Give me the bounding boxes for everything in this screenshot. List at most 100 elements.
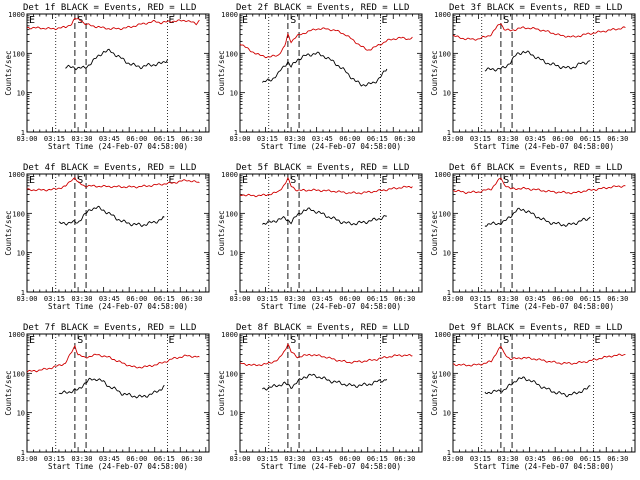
- y-tick-label: 10: [443, 410, 451, 418]
- events-series-line: [65, 48, 168, 71]
- marker-label: S: [503, 15, 509, 26]
- plot-frame: [452, 13, 636, 133]
- marker-label: S: [290, 15, 296, 26]
- marker-label: E: [594, 15, 600, 26]
- y-tick-label: 100: [225, 370, 238, 378]
- x-tick-label: 03:15: [44, 455, 65, 463]
- y-tick-label: 1: [234, 129, 238, 137]
- y-tick-label: 1: [234, 449, 238, 457]
- marker-label: E: [168, 15, 174, 26]
- plot-frame: [452, 333, 636, 453]
- x-tick-label: 03:00: [442, 135, 463, 143]
- x-tick-label: 06:30: [607, 455, 628, 463]
- marker-label: S: [503, 175, 509, 186]
- marker-label: E: [29, 15, 35, 26]
- marker-label: E: [455, 335, 461, 346]
- x-tick-label: 06:30: [607, 135, 628, 143]
- x-tick-label: 03:00: [229, 135, 250, 143]
- y-tick-label: 1: [447, 289, 451, 297]
- marker-label: E: [455, 15, 461, 26]
- y-axis-label: Counts/sec: [217, 50, 226, 95]
- x-tick-label: 03:00: [442, 455, 463, 463]
- y-tick-label: 1000: [8, 11, 25, 19]
- events-series-line: [484, 376, 591, 398]
- lld-series-line: [239, 343, 413, 367]
- x-axis-label: Start Time (24-Feb-07 04:58:00): [48, 302, 188, 311]
- panel-9: Det 9f BLACK = Events, RED = LLD 1 10 100 10…: [430, 323, 636, 471]
- x-tick-label: 06:30: [181, 295, 202, 303]
- x-axis-label: Start Time (24-Feb-07 04:58:00): [261, 142, 401, 151]
- x-tick-label: 06:15: [580, 455, 601, 463]
- x-tick-label: 06:30: [181, 135, 202, 143]
- y-tick-label: 1: [447, 129, 451, 137]
- lld-series-line: [452, 177, 626, 195]
- y-tick-label: 10: [17, 90, 25, 98]
- x-axis-label: Start Time (24-Feb-07 04:58:00): [48, 462, 188, 471]
- panel-title: Det 1f BLACK = Events, RED = LLD: [23, 3, 196, 13]
- y-tick-label: 10: [17, 250, 25, 258]
- panel-title: Det 3f BLACK = Events, RED = LLD: [449, 3, 622, 13]
- y-tick-label: 100: [225, 210, 238, 218]
- marker-label: E: [455, 175, 461, 186]
- plot-frame: [239, 333, 423, 453]
- x-tick-label: 03:30: [71, 455, 92, 463]
- x-axis-label: Start Time (24-Feb-07 04:58:00): [261, 302, 401, 311]
- y-tick-label: 1000: [221, 11, 238, 19]
- x-tick-label: 03:00: [229, 455, 250, 463]
- y-axis-label: Counts/sec: [217, 370, 226, 415]
- panel-6: Det 6f BLACK = Events, RED = LLD 1 10 100 10…: [430, 163, 636, 311]
- x-tick-label: 03:30: [497, 295, 518, 303]
- panel-title: Det 4f BLACK = Events, RED = LLD: [23, 163, 196, 173]
- events-series-line: [484, 50, 591, 72]
- y-axis-label: Counts/sec: [4, 50, 13, 95]
- x-tick-label: 03:45: [312, 295, 333, 303]
- marker-label: E: [594, 335, 600, 346]
- x-tick-label: 03:00: [16, 455, 37, 463]
- panel-2: Det 2f BLACK = Events, RED = LLD 1 10 100 10…: [217, 3, 423, 151]
- panel-4: Det 4f BLACK = Events, RED = LLD 1 10 100 10…: [4, 163, 210, 311]
- y-tick-label: 10: [443, 90, 451, 98]
- lld-series-line: [239, 27, 413, 59]
- panel-title: Det 9f BLACK = Events, RED = LLD: [449, 323, 622, 333]
- x-tick-label: 03:45: [99, 295, 120, 303]
- y-axis-label: Counts/sec: [430, 370, 439, 415]
- marker-label: S: [77, 335, 83, 346]
- marker-label: E: [381, 175, 387, 186]
- x-tick-label: 06:00: [126, 295, 147, 303]
- y-axis-label: Counts/sec: [4, 210, 13, 255]
- marker-label: S: [290, 335, 296, 346]
- panel-1: Det 1f BLACK = Events, RED = LLD 1 10 100 10…: [4, 3, 210, 151]
- plot-frame: [239, 173, 423, 293]
- x-tick-label: 06:15: [367, 455, 388, 463]
- panel-7: Det 7f BLACK = Events, RED = LLD 1 10 100 10…: [4, 323, 210, 471]
- plot-frame: [26, 13, 210, 133]
- x-tick-label: 06:15: [367, 135, 388, 143]
- x-tick-label: 06:15: [154, 135, 175, 143]
- y-tick-label: 1000: [434, 171, 451, 179]
- x-tick-label: 06:00: [126, 135, 147, 143]
- x-tick-label: 03:45: [312, 135, 333, 143]
- events-series-line: [262, 207, 387, 226]
- lld-series-line: [239, 176, 413, 198]
- panel-8: Det 8f BLACK = Events, RED = LLD 1 10 100 10…: [217, 323, 423, 471]
- x-tick-label: 06:00: [339, 455, 360, 463]
- y-axis-label: Counts/sec: [430, 210, 439, 255]
- panel-5: Det 5f BLACK = Events, RED = LLD 1 10 100 10…: [217, 163, 423, 311]
- y-tick-label: 100: [12, 50, 25, 58]
- x-axis-label: Start Time (24-Feb-07 04:58:00): [474, 142, 614, 151]
- events-series-line: [262, 51, 388, 87]
- x-axis-label: Start Time (24-Feb-07 04:58:00): [261, 462, 401, 471]
- x-tick-label: 06:00: [339, 135, 360, 143]
- lld-series-line: [26, 17, 200, 31]
- y-tick-label: 10: [230, 410, 238, 418]
- lld-series-line: [26, 344, 200, 373]
- x-tick-label: 03:30: [497, 135, 518, 143]
- marker-label: E: [242, 175, 248, 186]
- x-tick-label: 06:00: [339, 295, 360, 303]
- marker-label: E: [29, 175, 35, 186]
- x-tick-label: 03:15: [44, 295, 65, 303]
- x-tick-label: 03:45: [312, 455, 333, 463]
- plot-frame: [26, 333, 210, 453]
- panel-3: Det 3f BLACK = Events, RED = LLD 1 10 100 10…: [430, 3, 636, 151]
- x-tick-label: 06:15: [154, 295, 175, 303]
